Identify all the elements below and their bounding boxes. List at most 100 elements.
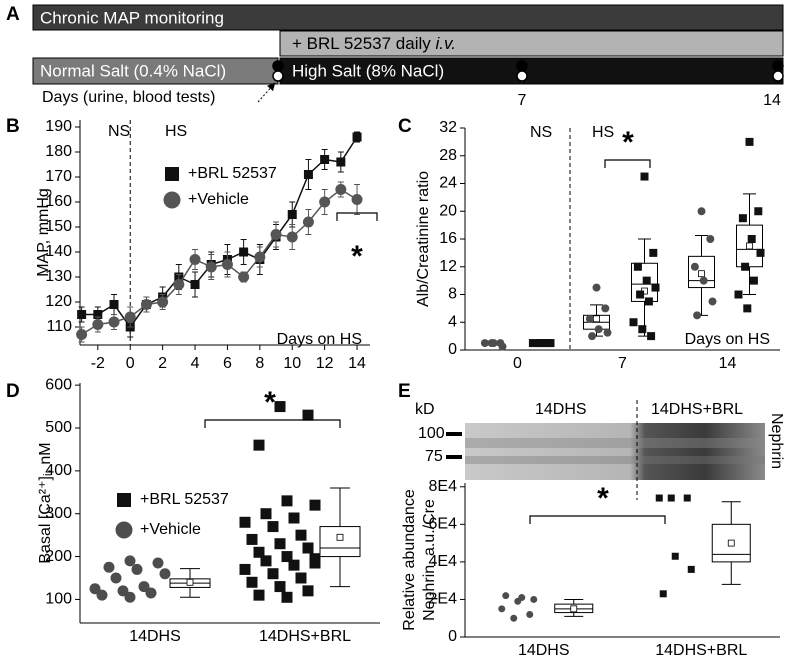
marker-circle (585, 314, 594, 323)
marker-circle (152, 557, 164, 569)
marker-circle (706, 235, 715, 243)
marker-circle (319, 196, 331, 208)
panel-letter: E (398, 381, 411, 402)
panel-letter: D (6, 381, 20, 402)
marker-square (302, 585, 314, 597)
y-axis-label: MAP, mmHg (35, 188, 52, 277)
day-markers (272, 60, 784, 82)
y-tick-label: 400 (45, 462, 72, 479)
y-tick-label: 160 (45, 193, 72, 210)
marker-circle (189, 254, 201, 265)
x-tick-label: 14DHS (518, 642, 570, 659)
annotation: HS (165, 123, 187, 140)
marker-square (260, 555, 272, 567)
blot-band (465, 456, 765, 464)
x-tick-label: 14DHS+BRL (259, 628, 351, 645)
marker-circle (588, 332, 597, 341)
marker-square (253, 439, 265, 451)
x-axis-label: Days on HS (685, 331, 770, 348)
blot-protein: Nephrin (768, 413, 785, 469)
marker-square (295, 572, 307, 584)
marker-black (272, 60, 284, 72)
marker-square (687, 565, 695, 573)
marker-circle (526, 610, 534, 618)
marker-square (671, 552, 679, 560)
significance-bracket (336, 212, 378, 221)
marker-square (246, 533, 258, 545)
marker-circle (140, 299, 152, 310)
marker-square (246, 576, 258, 588)
marker-black (772, 60, 784, 72)
mean (570, 605, 578, 613)
marker-circle (145, 587, 157, 599)
y-tick-label: 8E4 (429, 478, 458, 495)
marker-square (528, 339, 537, 348)
legend-label: +Vehicle (140, 521, 201, 538)
marker-square (288, 559, 300, 571)
marker-square (274, 401, 286, 413)
marker-circle (205, 261, 217, 273)
marker-circle (594, 325, 603, 334)
y-tick-label: 600 (45, 376, 72, 393)
marker-white (516, 70, 528, 82)
legend-label: +Vehicle (188, 191, 249, 208)
y-tick-label: 200 (45, 548, 72, 565)
marker-square (253, 546, 265, 558)
marker-square (749, 276, 758, 285)
marker-square (295, 529, 307, 541)
marker-square (638, 325, 647, 334)
panel-letter: A (6, 4, 20, 25)
x-tick-label: 6 (223, 355, 232, 372)
annotation: NS (108, 123, 130, 140)
tests-arrow (257, 82, 276, 103)
marker-circle (693, 311, 702, 320)
y-tick-label: 8 (448, 286, 457, 303)
marker-circle (699, 276, 708, 285)
marker-square (747, 235, 756, 243)
marker-circle (138, 581, 150, 593)
marker-square (655, 494, 663, 502)
marker-square (253, 589, 265, 601)
y-tick-label: 20 (439, 202, 457, 219)
y-tick-label: 4E4 (429, 553, 458, 570)
mean (727, 539, 735, 547)
marker-square (336, 157, 346, 167)
marker-square (302, 542, 314, 554)
marker-square (546, 339, 555, 348)
high-salt-bar (279, 57, 784, 85)
marker-circle (335, 184, 347, 195)
marker-square (281, 551, 293, 563)
marker-square (754, 207, 763, 216)
marker-circle (510, 614, 518, 622)
mean (698, 270, 705, 278)
marker-square (651, 283, 660, 292)
marker-square (165, 167, 179, 181)
marker-square (287, 210, 297, 219)
marker-circle (117, 585, 129, 597)
timeline: A Chronic MAP monitoring + BRL 52537 dai… (6, 4, 784, 109)
marker-white (272, 70, 284, 82)
marker-circle (221, 259, 233, 270)
x-tick-label: 2 (158, 355, 167, 372)
marker-circle (124, 591, 136, 603)
tests-label: Days (urine, blood tests) (42, 89, 215, 106)
marker-square (274, 538, 286, 550)
marker-square (267, 521, 279, 533)
marker-circle (254, 251, 266, 263)
marker-square (274, 581, 286, 593)
normal-salt-label: Normal Salt (0.4% NaCl) (40, 61, 226, 80)
marker-square (239, 247, 249, 257)
marker-circle (131, 563, 143, 575)
y-axis-label: Relative abundance (401, 489, 418, 631)
treatment-label: + BRL 52537 daily i.v. (292, 34, 456, 53)
y-tick-label: 190 (45, 118, 72, 135)
marker-circle (124, 311, 136, 323)
annotation: HS (592, 124, 614, 141)
y-axis-label: Nephrin, a.u./Cre (421, 499, 438, 621)
marker-circle (601, 304, 610, 313)
marker-square (629, 318, 638, 327)
y-tick-label: 100 (45, 591, 72, 608)
treatment-bar (279, 30, 784, 57)
marker-square (281, 591, 293, 603)
